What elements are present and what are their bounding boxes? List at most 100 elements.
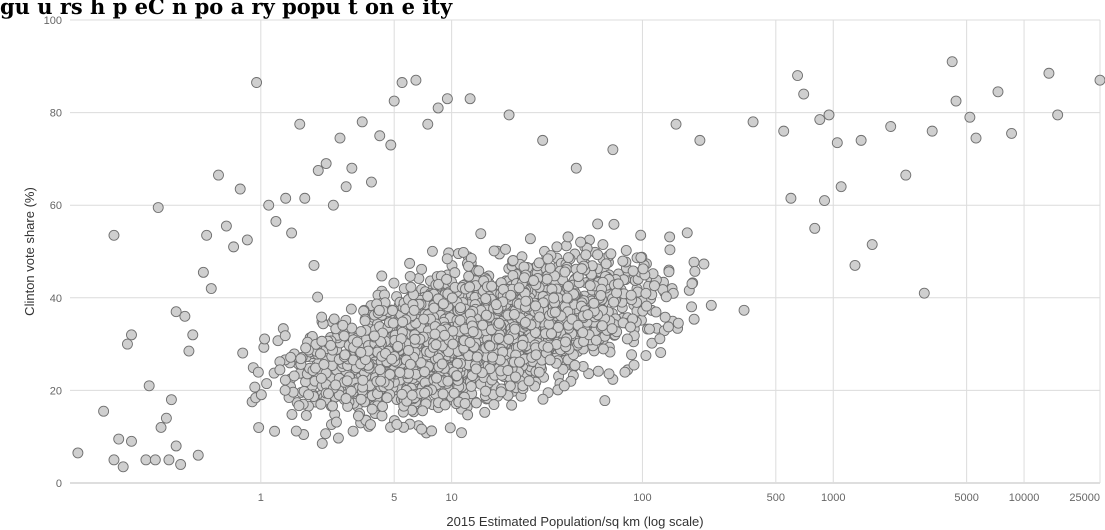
x-tick-label: 1 bbox=[258, 492, 264, 504]
x-tick-label: 10 bbox=[446, 492, 458, 504]
data-point bbox=[187, 329, 199, 341]
data-point bbox=[351, 336, 363, 348]
data-point bbox=[595, 289, 607, 301]
data-point bbox=[611, 287, 623, 299]
data-point bbox=[654, 333, 666, 345]
data-point bbox=[108, 454, 120, 466]
data-point bbox=[747, 116, 759, 128]
data-point bbox=[900, 169, 912, 181]
data-point bbox=[480, 309, 492, 321]
data-point bbox=[570, 162, 582, 174]
data-point bbox=[1006, 127, 1018, 139]
data-point bbox=[664, 244, 676, 256]
data-point bbox=[377, 401, 389, 412]
data-point bbox=[429, 328, 441, 340]
data-point bbox=[541, 273, 553, 285]
data-point bbox=[152, 202, 164, 213]
data-point bbox=[299, 192, 311, 204]
data-point bbox=[560, 240, 572, 252]
data-point bbox=[355, 346, 367, 358]
data-point bbox=[558, 380, 570, 392]
data-point bbox=[397, 316, 409, 328]
data-point bbox=[542, 341, 554, 353]
data-point bbox=[448, 387, 460, 399]
data-point bbox=[640, 287, 652, 299]
data-point bbox=[575, 236, 587, 248]
data-point bbox=[950, 95, 962, 107]
data-point bbox=[605, 248, 617, 260]
data-point bbox=[533, 366, 545, 378]
figure-caption: gu u rs h p eC n po a ry popu t on e ity bbox=[0, 0, 453, 19]
data-point bbox=[663, 266, 675, 278]
data-point bbox=[970, 132, 982, 144]
x-tick-label: 10000 bbox=[1009, 492, 1040, 504]
data-point bbox=[1043, 67, 1055, 79]
data-point bbox=[320, 428, 332, 440]
data-point bbox=[259, 333, 271, 345]
data-point bbox=[964, 111, 976, 123]
data-point bbox=[253, 422, 265, 433]
data-point bbox=[580, 249, 592, 261]
data-point bbox=[640, 350, 652, 362]
data-point bbox=[316, 311, 328, 323]
data-point bbox=[365, 419, 376, 430]
data-point bbox=[346, 162, 358, 174]
data-point bbox=[513, 282, 525, 294]
data-point bbox=[170, 306, 182, 318]
data-point bbox=[437, 388, 449, 400]
data-point bbox=[308, 259, 320, 271]
data-point bbox=[368, 330, 380, 342]
data-point bbox=[280, 192, 292, 204]
data-point bbox=[355, 393, 367, 405]
data-point bbox=[170, 440, 182, 452]
data-point bbox=[516, 339, 528, 351]
data-point bbox=[510, 371, 521, 383]
data-point bbox=[686, 278, 698, 290]
data-point bbox=[626, 349, 638, 361]
data-point bbox=[330, 416, 342, 428]
data-point bbox=[1094, 74, 1105, 86]
data-point bbox=[365, 176, 377, 188]
data-point bbox=[600, 258, 612, 270]
data-point bbox=[316, 335, 328, 347]
data-point bbox=[312, 291, 324, 303]
data-point bbox=[285, 351, 297, 363]
data-point bbox=[263, 199, 275, 211]
data-point bbox=[419, 366, 430, 378]
data-point bbox=[545, 328, 557, 340]
data-point bbox=[1052, 109, 1064, 121]
data-point bbox=[561, 292, 573, 304]
data-point bbox=[503, 333, 515, 345]
data-point bbox=[509, 323, 521, 335]
x-axis-ticks: 1 5 10 100 500 1000 5000 10000 25000 bbox=[258, 492, 1100, 504]
data-point bbox=[318, 358, 330, 370]
data-point bbox=[205, 283, 217, 294]
data-point bbox=[617, 255, 629, 267]
data-point bbox=[514, 356, 525, 368]
data-point bbox=[649, 280, 660, 292]
data-point bbox=[255, 389, 267, 401]
data-point bbox=[392, 340, 404, 352]
data-point bbox=[738, 304, 750, 316]
data-point bbox=[446, 292, 458, 304]
data-point bbox=[347, 425, 359, 437]
data-point bbox=[303, 389, 314, 401]
data-point bbox=[619, 366, 631, 378]
data-point bbox=[374, 130, 386, 142]
data-point bbox=[798, 88, 810, 100]
data-point bbox=[294, 118, 306, 130]
data-point bbox=[530, 300, 542, 312]
data-point bbox=[337, 319, 349, 331]
data-point bbox=[918, 287, 930, 299]
data-point bbox=[686, 301, 698, 313]
data-point bbox=[493, 317, 505, 329]
data-point bbox=[295, 353, 307, 365]
data-point bbox=[562, 280, 574, 292]
data-point bbox=[444, 422, 456, 434]
data-point bbox=[451, 370, 463, 382]
data-point bbox=[376, 270, 388, 282]
y-tick-label: 40 bbox=[50, 293, 62, 305]
data-point bbox=[542, 253, 554, 265]
data-point bbox=[327, 199, 339, 211]
